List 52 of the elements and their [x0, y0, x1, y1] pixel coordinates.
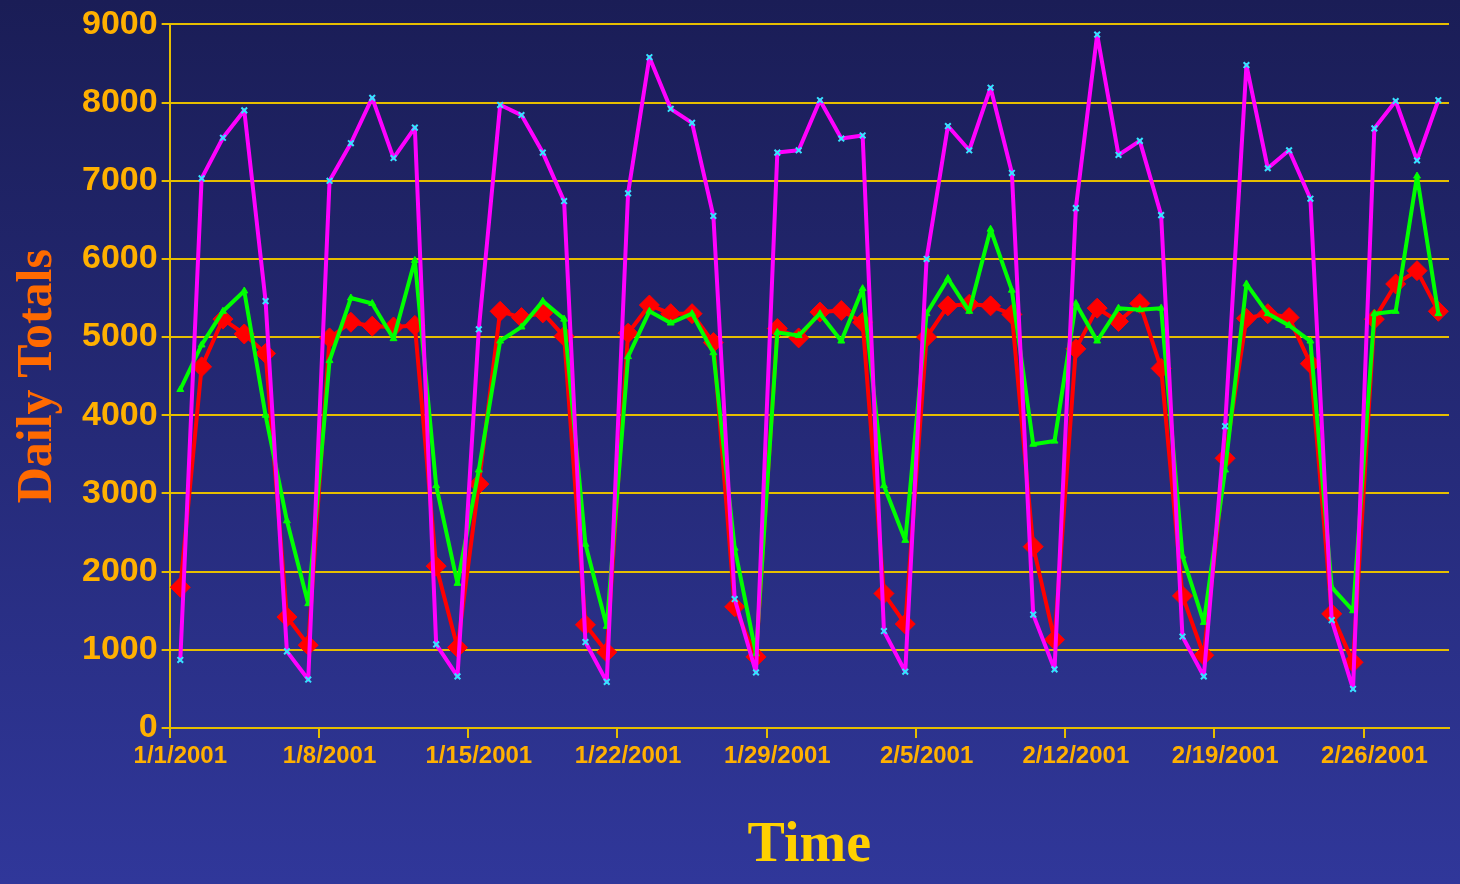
point — [538, 296, 547, 304]
x-tick-label: 2/5/2001 — [879, 741, 974, 769]
point — [218, 306, 227, 314]
y-tick-label: 5000 — [82, 315, 158, 354]
x-tick-label: 1/29/2001 — [723, 741, 831, 769]
point — [986, 224, 995, 232]
y-tick-label: 3000 — [82, 471, 158, 510]
point — [980, 295, 1002, 317]
point — [361, 315, 383, 337]
x-tick-label: 1/22/2001 — [574, 741, 682, 769]
point — [830, 300, 852, 322]
point — [858, 284, 867, 292]
y-tick-label: 4000 — [82, 393, 158, 432]
y-tick-label: 7000 — [82, 159, 158, 198]
x-axis-title: Time — [747, 810, 872, 873]
point — [1406, 260, 1428, 282]
point — [943, 273, 952, 281]
point — [368, 299, 377, 306]
point — [410, 256, 419, 263]
x-tick-label: 2/12/2001 — [1022, 741, 1130, 769]
point — [937, 295, 959, 317]
point — [666, 318, 675, 326]
y-axis-title: Daily Totals — [5, 249, 62, 504]
x-tick-label: 1/15/2001 — [425, 741, 533, 769]
x-tick-label: 2/19/2001 — [1171, 741, 1279, 769]
point — [1242, 279, 1251, 287]
point — [560, 314, 569, 322]
y-tick-label: 2000 — [82, 550, 158, 589]
point — [624, 352, 633, 360]
point — [176, 384, 185, 392]
point — [1114, 303, 1123, 311]
y-tick-label: 6000 — [82, 237, 158, 276]
y-tick-label: 8000 — [82, 80, 158, 119]
point — [709, 348, 718, 356]
point — [517, 322, 526, 330]
point — [325, 356, 334, 364]
y-tick-label: 9000 — [82, 2, 158, 41]
point — [233, 323, 255, 345]
x-tick-label: 1/8/2001 — [282, 741, 377, 769]
point — [1370, 309, 1379, 317]
point — [1306, 336, 1315, 344]
point — [346, 293, 355, 301]
x-tick-label: 2/26/2001 — [1320, 741, 1428, 769]
point — [496, 336, 505, 344]
point — [1086, 297, 1108, 319]
y-tick-label: 1000 — [82, 628, 158, 667]
point — [197, 340, 206, 348]
point — [1413, 171, 1421, 179]
point — [1007, 285, 1016, 293]
point — [1135, 305, 1144, 313]
point — [240, 286, 249, 294]
point — [489, 300, 511, 322]
